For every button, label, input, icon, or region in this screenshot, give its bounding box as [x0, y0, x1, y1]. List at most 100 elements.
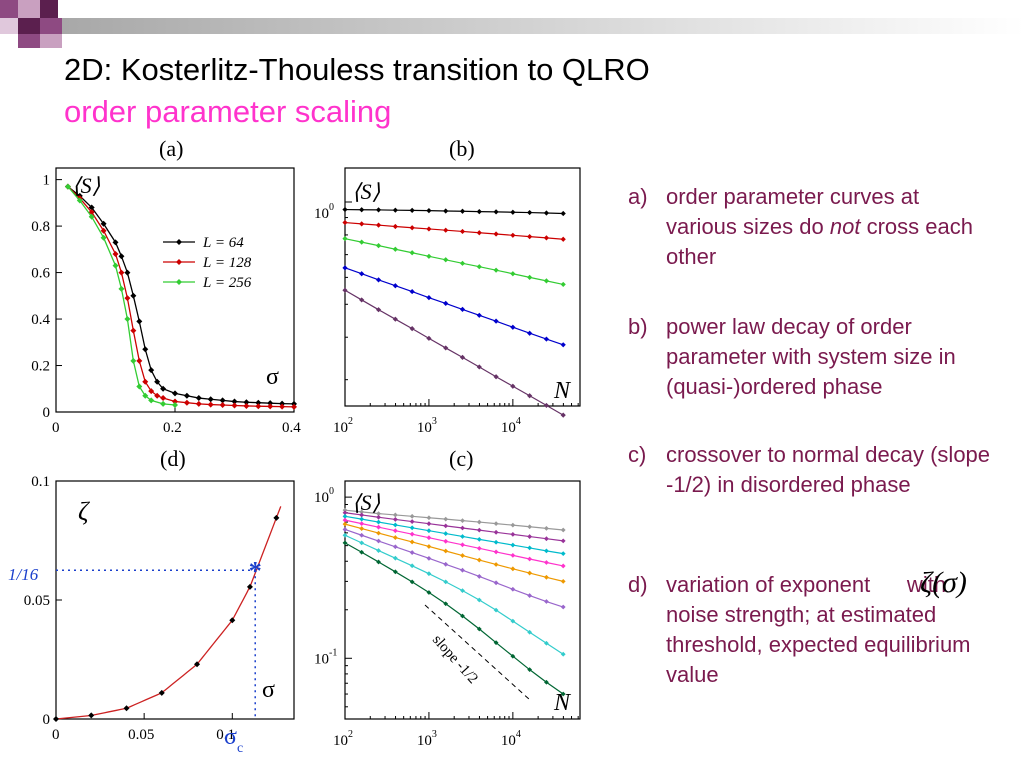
- panel-c-data-point: [342, 532, 348, 538]
- panel-c-data-point: [376, 530, 381, 536]
- panel-b-data-point: [443, 227, 449, 233]
- panel-a-data-point: [160, 385, 167, 392]
- panel-c-data-point: [476, 536, 482, 542]
- panel-c-data-point: [544, 574, 549, 580]
- panel-c-data-point: [476, 597, 482, 603]
- panel-b-data-point: [426, 253, 432, 259]
- panel-c-data-point: [342, 540, 348, 546]
- panel-a-data-point: [142, 346, 149, 353]
- panel-c-data-point: [409, 519, 415, 524]
- panel-c-data-point: [560, 604, 566, 610]
- panel-a-data-point: [255, 403, 262, 410]
- panel-d-data-point: [53, 716, 59, 722]
- panel-c-data-point: [527, 545, 533, 551]
- panel-c-series-line: [344, 542, 564, 695]
- panel-b-data-point: [443, 345, 449, 351]
- panel-a-data-point: [172, 390, 178, 397]
- panel-d-marker-y-label: 1/16: [8, 565, 39, 584]
- corner-square-6: [40, 18, 62, 34]
- panel-b-data-point: [560, 281, 566, 288]
- panel-c-data-point: [544, 536, 549, 542]
- panel-b-data-point: [510, 383, 516, 389]
- panel-a-data-point: [279, 400, 286, 407]
- note-c-text: crossover to normal decay (slope -1/2) i…: [666, 442, 991, 497]
- panel-c-data-point: [544, 548, 549, 554]
- panel-a-data-point: [267, 403, 274, 410]
- panel-d-y-tick-label: 0.05: [24, 593, 50, 609]
- panel-c-data-point: [376, 548, 381, 553]
- panel-b-data-point: [409, 250, 415, 256]
- panel-b-data-point: [493, 209, 499, 215]
- panel-c-data-point: [409, 513, 415, 519]
- panel-a-legend-marker: [176, 239, 182, 245]
- panel-d-marker-x-label: σc: [224, 724, 243, 756]
- panel-c-data-point: [409, 550, 415, 555]
- panel-c-data-point: [476, 574, 482, 579]
- panel-a-x-axis-label: σ: [266, 364, 279, 390]
- panel-a-data-point: [231, 398, 238, 405]
- panel-d-data-point: [158, 689, 165, 696]
- panel-c-data-point: [359, 540, 365, 546]
- panel-c-data-point: [544, 560, 549, 565]
- panel-c-x-tick-label: 103: [417, 729, 437, 749]
- panel-a-data-point: [195, 395, 202, 402]
- panel-b-y-axis-label: ⟨S⟩: [352, 179, 381, 204]
- panel-a-y-tick-label: 0.6: [31, 266, 50, 282]
- panel-a-data-point: [142, 378, 149, 385]
- panel-c-series-line: [344, 519, 564, 567]
- panel-b-data-point: [493, 374, 499, 380]
- panel-c-y-axis-label: ⟨S⟩: [352, 490, 381, 515]
- panel-a-data-point: [243, 402, 250, 409]
- panel-c-frame: [344, 480, 581, 720]
- panel-c-data-point: [426, 528, 432, 534]
- note-b-text: power law decay of order parameter with …: [666, 314, 956, 399]
- panel-a-data-point: [231, 402, 238, 409]
- corner-square-7: [18, 34, 40, 48]
- panel-b-data-point: [543, 402, 550, 409]
- panel-c-data-point: [544, 599, 549, 604]
- panel-a-label: (a): [159, 136, 184, 161]
- panel-c-data-point: [493, 562, 499, 567]
- panel-a-legend-marker: [176, 259, 182, 265]
- panel-c-data-point: [560, 551, 566, 557]
- panel-c-data-point: [409, 525, 415, 531]
- panel-c-data-point: [527, 629, 533, 635]
- panel-b-data-point: [560, 412, 566, 418]
- panel-d-threshold-marker: *: [249, 556, 262, 585]
- panel-c-data-point: [493, 549, 499, 555]
- panel-b-data-point: [359, 221, 365, 227]
- panel-d-y-tick-label: 0: [43, 712, 51, 728]
- panel-c-data-point: [426, 555, 432, 561]
- panel-b-data-point: [560, 342, 566, 348]
- corner-square-3: [40, 0, 58, 18]
- panel-c-data-point: [527, 570, 533, 576]
- panel-a-data-point: [154, 392, 161, 399]
- panel-a-data-point: [130, 357, 137, 364]
- panel-c-data-point: [510, 552, 516, 558]
- panel-b-data-point: [527, 274, 533, 280]
- panel-a-y-tick-label: 0.4: [31, 312, 50, 328]
- panel-c-data-point: [359, 532, 365, 538]
- slide-subtitle: order parameter scaling: [64, 94, 392, 129]
- panel-c-data-point: [527, 556, 533, 562]
- corner-square-2: [18, 0, 40, 18]
- panel-c-data-point: [544, 640, 549, 646]
- panel-a-data-point: [160, 395, 167, 402]
- panel-c-x-axis-label: N: [553, 690, 572, 716]
- panel-a-data-point: [255, 399, 262, 406]
- panel-c-data-point: [544, 679, 549, 685]
- panel-a-x-tick-label: 0.4: [282, 420, 301, 436]
- slope-annotation: slope -1/2: [429, 632, 481, 687]
- panel-c-data-point: [359, 521, 365, 527]
- panel-a-y-tick-label: 0.2: [31, 359, 50, 375]
- panel-d-x-axis-label: σ: [262, 677, 275, 703]
- corner-square-8: [40, 34, 62, 48]
- panel-a-y-axis-label: ⟨S⟩: [72, 173, 101, 198]
- panel-a-data-point: [112, 239, 119, 246]
- panel-b-series-line: [344, 267, 564, 346]
- panel-c-data-point: [460, 553, 465, 558]
- panel-c-data-point: [392, 517, 398, 522]
- panel-c-data-point: [409, 563, 415, 569]
- panel-b-data-point: [426, 226, 432, 232]
- panel-c-data-point: [359, 516, 365, 522]
